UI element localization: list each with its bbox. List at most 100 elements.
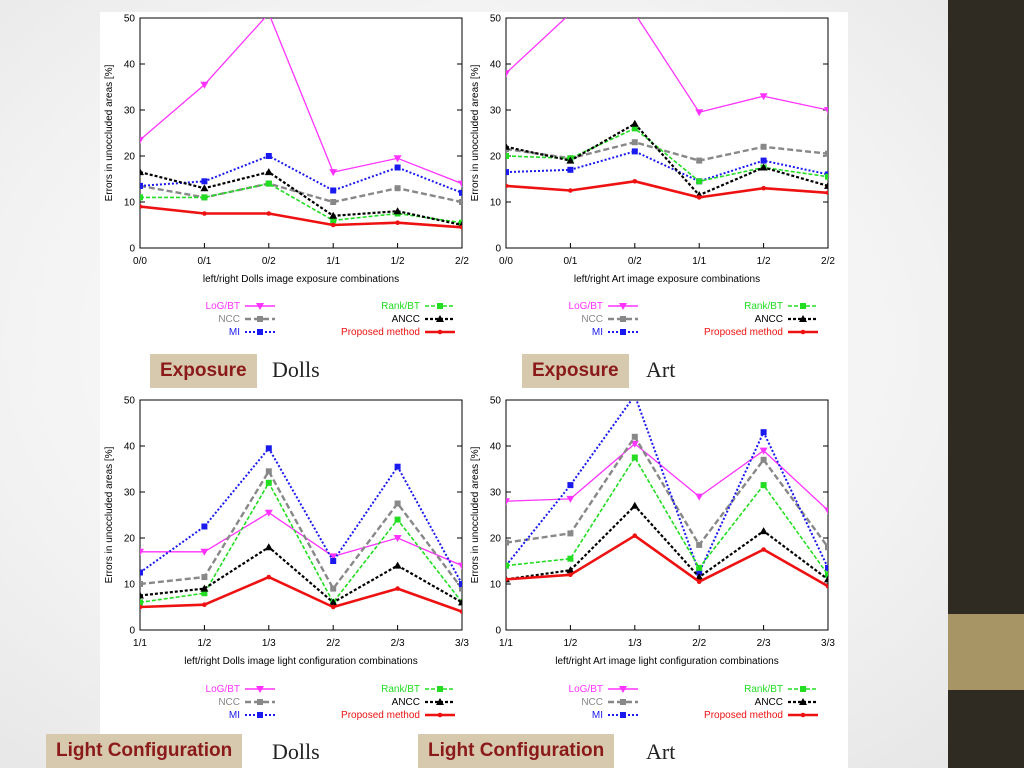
data-point-proposed-method — [140, 204, 143, 209]
data-point-rank-bt — [265, 180, 272, 187]
legend-entry-rank-bt: Rank/BT — [663, 683, 819, 696]
legend-marker-log-bt — [619, 686, 627, 694]
data-point-log-bt — [458, 180, 462, 188]
legend-swatch-ancc — [788, 315, 818, 323]
data-point-log-bt — [329, 169, 338, 177]
plot-frame — [505, 399, 829, 631]
series-line-ncc — [506, 435, 828, 548]
legend-entry-ncc: NCC — [190, 313, 276, 326]
data-point-proposed-method — [459, 225, 462, 230]
data-point-ancc — [506, 142, 510, 150]
legend-marker-rank-bt — [800, 686, 806, 693]
series-line-log-bt — [506, 443, 828, 511]
series-line-ncc — [506, 140, 828, 162]
data-point-ncc — [760, 143, 767, 150]
legend-marker-mi — [620, 329, 626, 336]
legend-label: MI — [228, 710, 240, 721]
y-tick-label: 40 — [490, 442, 502, 453]
legend-marker-ncc — [620, 699, 626, 706]
legend-label: MI — [591, 327, 603, 338]
data-point-log-bt — [140, 136, 144, 144]
legend-swatch-proposed-method — [425, 330, 455, 335]
data-point-ancc — [264, 168, 273, 176]
series-line-rank-bt — [140, 482, 462, 604]
x-tick-label: 1/2 — [197, 638, 211, 649]
data-point-log-bt — [393, 155, 402, 163]
data-point-mi — [459, 581, 462, 587]
legend-swatch-ncc — [245, 316, 275, 323]
series-line-log-bt — [140, 18, 462, 185]
legend-entry-log-bt: LoG/BT — [553, 683, 639, 696]
chart-exposure-dolls: 0 10 20 30 40 50 0/0 0/1 0/2 1/1 1/2 2/2 left/right … — [104, 10, 469, 286]
data-point-ancc — [200, 184, 209, 192]
data-point-ncc — [140, 581, 143, 587]
data-point-rank-bt — [696, 178, 703, 185]
data-point-mi — [696, 569, 703, 576]
legend-label: ANCC — [391, 697, 420, 708]
data-point-proposed-method — [696, 195, 702, 200]
data-point-mi — [825, 564, 828, 571]
data-point-ncc — [567, 530, 574, 537]
legend-marker-mi — [257, 712, 263, 719]
data-point-ancc — [140, 168, 144, 176]
data-point-proposed-method — [140, 604, 143, 610]
x-axis-label: left/right Dolls image light configurati… — [184, 656, 417, 667]
legend-marker-proposed-method — [800, 330, 806, 335]
legend-swatch-mi — [608, 329, 638, 336]
data-point-ancc — [458, 598, 462, 606]
y-tick-label: 20 — [490, 534, 502, 545]
data-point-rank-bt — [201, 194, 208, 201]
series-line-log-bt — [506, 18, 828, 113]
y-tick-label: 30 — [490, 106, 502, 117]
data-point-proposed-method — [330, 222, 336, 228]
legend-label: Proposed method — [341, 327, 420, 338]
legend-label: Rank/BT — [381, 684, 420, 695]
series-line-proposed-method — [140, 575, 462, 613]
data-point-mi — [567, 166, 574, 173]
legend-label: NCC — [218, 314, 240, 325]
y-axis-label: Errors in unoccluded areas [%] — [470, 64, 481, 201]
data-point-mi — [394, 463, 401, 470]
data-point-proposed-method — [330, 604, 336, 610]
x-tick-label: 3/3 — [455, 638, 469, 649]
label-exposure-dolls: Exposure — [150, 354, 257, 388]
legend-swatch-ncc — [245, 699, 275, 706]
data-point-rank-bt — [631, 125, 638, 132]
data-point-rank-bt — [760, 482, 767, 489]
data-point-ancc — [824, 181, 828, 189]
legend-label: LoG/BT — [568, 301, 603, 312]
data-point-ncc — [631, 139, 638, 146]
data-point-mi — [201, 178, 208, 185]
legend-entry-log-bt: LoG/BT — [190, 683, 276, 696]
data-point-log-bt — [265, 10, 273, 17]
legend-marker-mi — [257, 329, 263, 336]
data-point-proposed-method — [202, 211, 207, 216]
caption-dolls-top: Dolls — [272, 357, 320, 382]
data-point-rank-bt — [825, 571, 828, 578]
x-tick-label: 0/0 — [133, 256, 147, 267]
label-light-dolls: Light Configuration — [46, 734, 243, 768]
series-line-rank-bt — [506, 456, 828, 576]
data-point-ncc — [330, 199, 337, 205]
legend-entry-mi: MI — [190, 709, 276, 722]
legend-swatch-mi — [608, 712, 638, 719]
x-tick-label: 2/2 — [326, 638, 340, 649]
data-point-proposed-method — [568, 188, 573, 193]
plot-frame — [139, 399, 463, 631]
label-light-art: Light Configuration — [418, 734, 615, 768]
data-point-rank-bt — [696, 564, 703, 571]
chart-light-dolls: 0 10 20 30 40 50 1/1 1/2 1/3 2/2 2/3 3/3 left/right … — [104, 396, 469, 668]
legend-label: Proposed method — [341, 710, 420, 721]
x-tick-label: 1/2 — [391, 256, 405, 267]
data-point-log-bt — [506, 70, 510, 78]
legend-entry-proposed-method: Proposed method — [300, 326, 456, 339]
legend-label: LoG/BT — [568, 684, 603, 695]
legend-entry-mi: MI — [190, 326, 276, 339]
data-point-ancc — [200, 584, 209, 592]
data-point-proposed-method — [696, 579, 702, 584]
x-tick-label: 1/2 — [757, 256, 771, 267]
plot-frame — [139, 17, 463, 249]
data-point-log-bt — [566, 495, 575, 503]
legend-marker-rank-bt — [437, 686, 443, 693]
series-line-ancc — [506, 122, 828, 197]
